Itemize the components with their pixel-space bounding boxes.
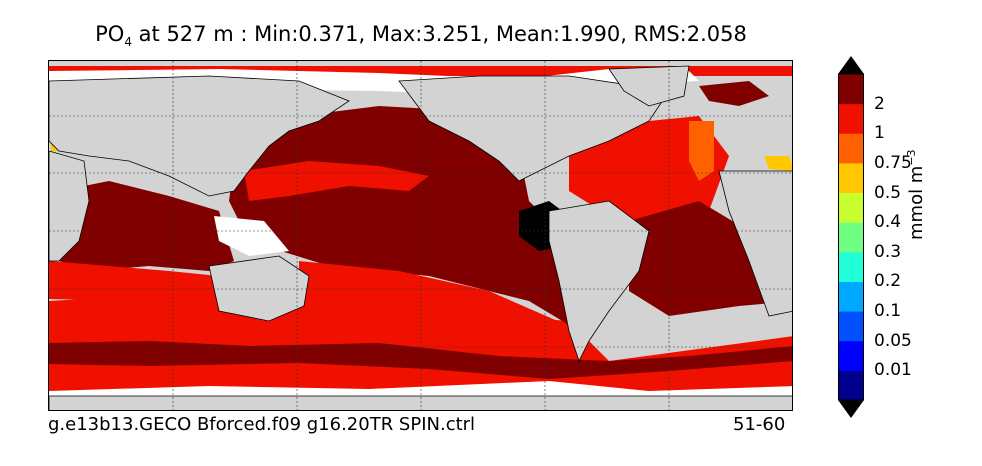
colorbar-tick-label: 0.05 xyxy=(874,330,912,351)
land-greenland xyxy=(608,65,690,107)
colorbar-segment xyxy=(838,103,864,134)
missing-indonesia xyxy=(214,216,289,256)
colorbar-segment xyxy=(838,340,864,371)
title-stats: at 527 m : Min:0.371, Max:3.251, Mean:1.… xyxy=(131,22,747,46)
colorbar-tick-label: 2 xyxy=(874,93,885,114)
unit-exp: −3 xyxy=(905,149,918,166)
colorbar-tick-label: 0.1 xyxy=(874,301,902,322)
colorbar-segment xyxy=(838,192,864,223)
colorbar-tick-label: 1 xyxy=(874,123,885,144)
colorbar xyxy=(838,56,864,418)
med-yellow xyxy=(764,156,792,171)
colorbar-segment xyxy=(838,281,864,312)
land-south-america xyxy=(548,200,650,363)
run-name: g.e13b13.GECO Bforced.f09 g16.20TR SPIN.… xyxy=(48,414,476,435)
colorbar-segment xyxy=(838,74,864,105)
colorbar-segment xyxy=(838,162,864,194)
southern-ocean-dark xyxy=(49,341,792,379)
land-north-america xyxy=(398,75,670,182)
colorbar-tick-label: 0.75 xyxy=(874,152,912,173)
south-atlantic-dark xyxy=(629,201,792,316)
indian-ocean-dark xyxy=(59,181,234,271)
colorbar-segment xyxy=(838,222,864,253)
ocean-map xyxy=(49,61,792,410)
land-antarctica xyxy=(49,395,792,410)
title-subscript: 4 xyxy=(124,35,132,50)
colorbar-tick-label: 0.01 xyxy=(874,360,912,381)
colorbar-tick-label: 0.4 xyxy=(874,212,902,233)
land-eurasia xyxy=(49,75,350,197)
colorbar-segment xyxy=(838,133,864,164)
colorbar-extend-max xyxy=(838,56,864,74)
land-africa-west xyxy=(49,150,90,262)
land-australia xyxy=(208,255,310,322)
unit-base: mmol m xyxy=(906,165,927,240)
colorbar-tick-label: 0.5 xyxy=(874,182,902,203)
indian-ocean-red xyxy=(49,261,229,301)
colorbar-segment xyxy=(838,251,864,282)
gridlines xyxy=(49,61,792,410)
colorbar-extend-min xyxy=(838,400,864,418)
colorbar-unit: mmol m−3 xyxy=(905,149,927,240)
colorbar-tick-label: 0.3 xyxy=(874,241,902,262)
land-africa xyxy=(718,170,792,317)
colorbar-segment xyxy=(838,370,864,401)
colorbar-segment xyxy=(838,311,864,342)
arctic-dark xyxy=(699,81,769,106)
north-pacific-red xyxy=(244,161,429,201)
north-atlantic-orange xyxy=(689,121,714,181)
south-pacific-red xyxy=(299,261,569,351)
colorbar-outline xyxy=(838,73,864,401)
map-title: PO4 at 527 m : Min:0.371, Max:3.251, Mea… xyxy=(0,22,842,49)
map-panel xyxy=(48,60,793,411)
year-range: 51-60 xyxy=(733,414,786,435)
colorbar-tick-label: 0.2 xyxy=(874,271,902,292)
title-variable: PO xyxy=(95,22,125,46)
